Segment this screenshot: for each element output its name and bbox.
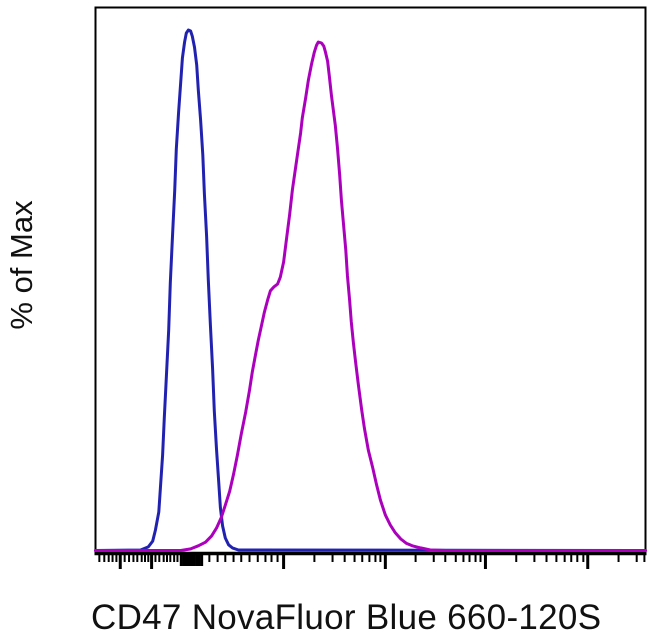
blue-histogram-curve bbox=[94, 28, 647, 552]
x-axis-label: CD47 NovaFluor Blue 660-120S bbox=[91, 598, 602, 634]
plot-border bbox=[94, 6, 647, 555]
magenta-histogram-curve bbox=[94, 40, 647, 552]
y-axis-label: % of Max bbox=[4, 200, 39, 330]
